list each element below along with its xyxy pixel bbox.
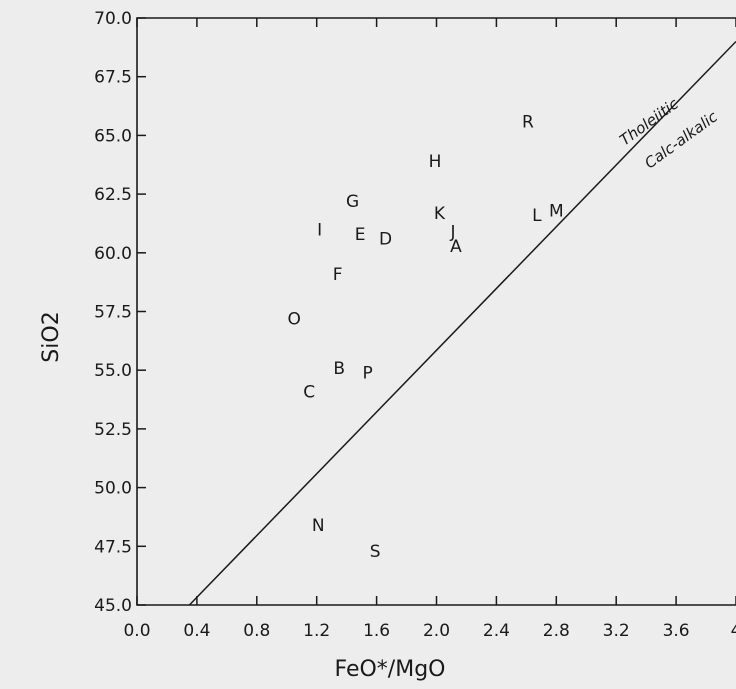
x-tick-label: 0.4 — [183, 621, 210, 641]
x-tick-label: 0.0 — [123, 621, 150, 641]
x-axis-ticks: 0.0 0.4 0.8 1.2 1.6 2.0 2.4 2.8 3.2 3.6 4 — [123, 18, 736, 641]
x-tick-label: 3.6 — [663, 621, 690, 641]
x-tick-label: 2.4 — [483, 621, 510, 641]
x-tick-label: 0.8 — [243, 621, 270, 641]
y-tick-label: 57.5 — [94, 303, 132, 323]
data-point-h: H — [429, 152, 442, 172]
data-point-i: I — [317, 220, 322, 240]
y-tick-label: 45.0 — [94, 596, 132, 616]
y-tick-label: 50.0 — [94, 479, 132, 499]
data-point-m: M — [549, 202, 564, 222]
data-point-f: F — [333, 265, 343, 285]
x-tick-label: 4 — [731, 621, 736, 641]
y-axis-title: SiO2 — [39, 311, 64, 362]
divider-group — [188, 40, 736, 606]
data-point-g: G — [346, 192, 359, 212]
data-point-e: E — [355, 225, 366, 245]
y-tick-label: 67.5 — [94, 68, 132, 88]
data-point-s: S — [370, 542, 381, 562]
x-tick-label: 3.2 — [603, 621, 630, 641]
y-tick-label: 55.0 — [94, 361, 132, 381]
plot-frame — [136, 17, 736, 606]
x-tick-label: 1.6 — [363, 621, 390, 641]
data-point-j: J — [449, 223, 455, 243]
data-point-n: N — [312, 516, 325, 536]
data-point-l: L — [532, 206, 542, 226]
y-tick-label: 52.5 — [94, 420, 132, 440]
x-tick-label: 2.8 — [543, 621, 570, 641]
data-points: A BC DEF G H I JK L M N O P R S — [288, 112, 564, 562]
data-point-r: R — [522, 112, 534, 132]
plot-frame-group — [136, 17, 736, 606]
data-point-p: P — [362, 364, 372, 384]
tholeiitic-calc-alkalic-divider — [188, 40, 736, 606]
y-axis-ticks: 45.0 47.5 50.0 52.5 55.0 57.5 60.0 62.5 65.0 67.5… — [94, 9, 146, 616]
y-tick-label: 47.5 — [94, 537, 132, 557]
y-tick-label: 62.5 — [94, 185, 132, 205]
x-axis-title: FeO*/MgO — [335, 657, 446, 682]
data-point-a: A — [450, 237, 462, 257]
x-tick-label: 1.2 — [303, 621, 330, 641]
data-point-o: O — [288, 310, 301, 330]
data-point-b: B — [333, 359, 345, 379]
data-point-c: C — [303, 382, 315, 402]
y-tick-label: 60.0 — [94, 244, 132, 264]
y-tick-label: 70.0 — [94, 9, 132, 29]
data-point-k: K — [434, 204, 446, 224]
x-tick-label: 2.0 — [423, 621, 450, 641]
data-point-d: D — [379, 230, 392, 250]
y-tick-label: 65.0 — [94, 126, 132, 146]
